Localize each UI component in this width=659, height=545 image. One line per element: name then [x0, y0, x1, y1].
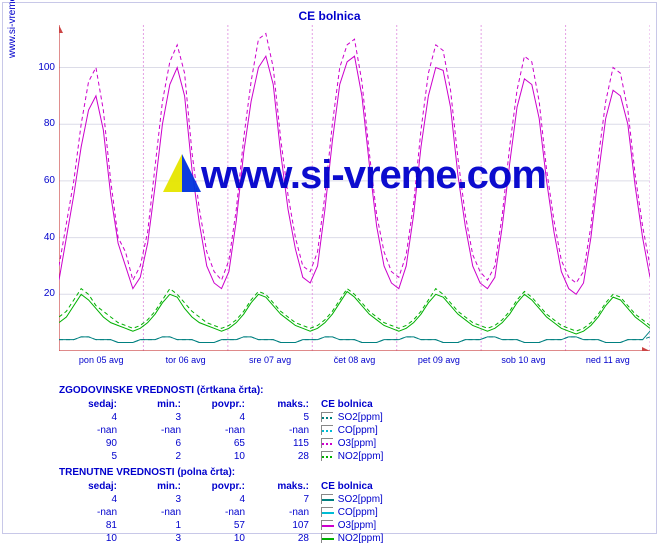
cell-povpr: 10 — [187, 532, 251, 545]
legend-swatch-icon — [321, 425, 333, 435]
cell-maks: 5 — [251, 411, 315, 424]
cell-pollutant: O3[ppm] — [315, 437, 435, 450]
cell-povpr: -nan — [187, 424, 251, 437]
cell-maks: -nan — [251, 506, 315, 519]
table-row: 4 3 4 5 SO2[ppm] — [59, 411, 435, 424]
cell-maks: 7 — [251, 493, 315, 506]
hist-table: sedaj: min.: povpr.: maks.: CE bolnica 4… — [59, 398, 435, 463]
x-tick-label: sob 10 avg — [501, 355, 545, 365]
col-sedaj: sedaj: — [59, 480, 123, 493]
table-row: 10 3 10 28 NO2[ppm] — [59, 532, 435, 545]
cell-maks: -nan — [251, 424, 315, 437]
cell-min: 2 — [123, 450, 187, 463]
x-tick-label: pon 05 avg — [79, 355, 124, 365]
site-label-vertical: www.si-vreme.com — [7, 0, 18, 58]
cell-povpr: 4 — [187, 411, 251, 424]
cell-sedaj: 10 — [59, 532, 123, 545]
col-maks: maks.: — [251, 480, 315, 493]
chart-svg — [59, 25, 650, 351]
cur-section-header: TRENUTNE VREDNOSTI (polna črta): — [59, 463, 435, 480]
col-location: CE bolnica — [315, 480, 435, 493]
cell-pollutant: SO2[ppm] — [315, 411, 435, 424]
cell-sedaj: 4 — [59, 493, 123, 506]
cell-sedaj: -nan — [59, 424, 123, 437]
cell-sedaj: 4 — [59, 411, 123, 424]
col-min: min.: — [123, 480, 187, 493]
cell-pollutant: SO2[ppm] — [315, 493, 435, 506]
cell-povpr: 65 — [187, 437, 251, 450]
cell-maks: 115 — [251, 437, 315, 450]
table-row: -nan -nan -nan -nan CO[ppm] — [59, 506, 435, 519]
legend-swatch-icon — [321, 507, 333, 517]
plot-area — [59, 25, 650, 351]
cur-column-headers: sedaj: min.: povpr.: maks.: CE bolnica — [59, 480, 435, 493]
cell-pollutant: O3[ppm] — [315, 519, 435, 532]
col-sedaj: sedaj: — [59, 398, 123, 411]
chart-title: CE bolnica — [3, 3, 656, 23]
table-row: 4 3 4 7 SO2[ppm] — [59, 493, 435, 506]
col-povpr: povpr.: — [187, 398, 251, 411]
x-tick-label: čet 08 avg — [334, 355, 376, 365]
table-row: -nan -nan -nan -nan CO[ppm] — [59, 424, 435, 437]
cell-maks: 28 — [251, 532, 315, 545]
cell-sedaj: 81 — [59, 519, 123, 532]
legend-swatch-icon — [321, 520, 333, 530]
table-row: 81 1 57 107 O3[ppm] — [59, 519, 435, 532]
cell-povpr: 10 — [187, 450, 251, 463]
cell-pollutant: CO[ppm] — [315, 424, 435, 437]
table-row: 5 2 10 28 NO2[ppm] — [59, 450, 435, 463]
y-tick-label: 40 — [35, 232, 55, 243]
cell-min: -nan — [123, 424, 187, 437]
hist-section-header: ZGODOVINSKE VREDNOSTI (črtkana črta): — [59, 381, 435, 398]
col-povpr: povpr.: — [187, 480, 251, 493]
cur-table: sedaj: min.: povpr.: maks.: CE bolnica 4… — [59, 480, 435, 545]
col-location: CE bolnica — [315, 398, 435, 411]
cell-sedaj: 90 — [59, 437, 123, 450]
cell-povpr: -nan — [187, 506, 251, 519]
cell-maks: 28 — [251, 450, 315, 463]
y-tick-label: 80 — [35, 118, 55, 129]
cell-pollutant: NO2[ppm] — [315, 532, 435, 545]
cell-povpr: 4 — [187, 493, 251, 506]
legend-swatch-icon — [321, 494, 333, 504]
y-tick-label: 100 — [35, 62, 55, 73]
cell-sedaj: -nan — [59, 506, 123, 519]
legend-swatch-icon — [321, 451, 333, 461]
chart-panel: CE bolnica www.si-vreme.com 20406080100 … — [2, 2, 657, 534]
cell-min: 6 — [123, 437, 187, 450]
legend-swatch-icon — [321, 412, 333, 422]
x-tick-label: ned 11 avg — [586, 355, 630, 365]
data-tables: ZGODOVINSKE VREDNOSTI (črtkana črta): se… — [59, 381, 435, 545]
y-tick-label: 20 — [35, 288, 55, 299]
cell-pollutant: CO[ppm] — [315, 506, 435, 519]
table-row: 90 6 65 115 O3[ppm] — [59, 437, 435, 450]
x-tick-label: pet 09 avg — [418, 355, 460, 365]
cell-min: -nan — [123, 506, 187, 519]
x-tick-label: tor 06 avg — [166, 355, 206, 365]
y-tick-label: 60 — [35, 175, 55, 186]
hist-column-headers: sedaj: min.: povpr.: maks.: CE bolnica — [59, 398, 435, 411]
cell-pollutant: NO2[ppm] — [315, 450, 435, 463]
cell-min: 3 — [123, 411, 187, 424]
col-maks: maks.: — [251, 398, 315, 411]
cell-povpr: 57 — [187, 519, 251, 532]
col-min: min.: — [123, 398, 187, 411]
cell-maks: 107 — [251, 519, 315, 532]
cell-min: 3 — [123, 532, 187, 545]
legend-swatch-icon — [321, 533, 333, 543]
cell-min: 1 — [123, 519, 187, 532]
x-tick-label: sre 07 avg — [249, 355, 291, 365]
legend-swatch-icon — [321, 438, 333, 448]
cell-min: 3 — [123, 493, 187, 506]
cell-sedaj: 5 — [59, 450, 123, 463]
